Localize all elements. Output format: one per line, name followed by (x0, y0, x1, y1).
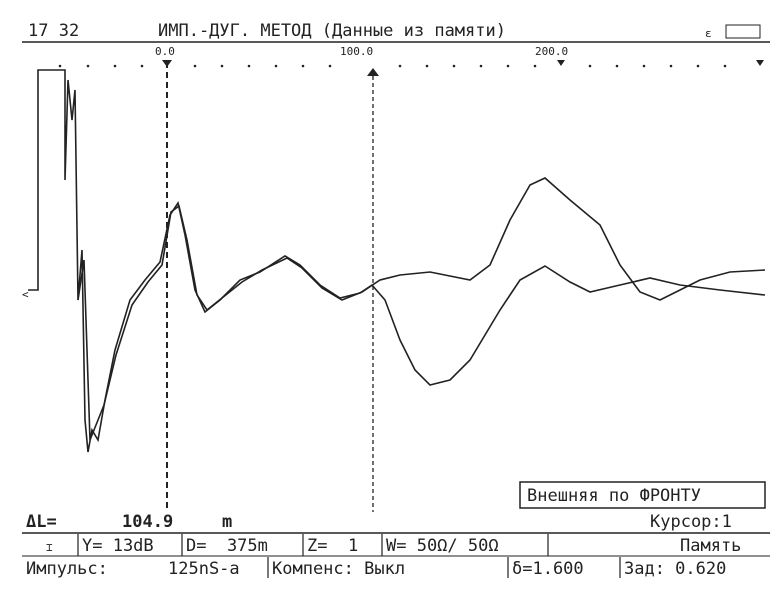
trace-icon: ⌶ (46, 541, 53, 554)
zoom: Z= 1 (307, 536, 358, 556)
velocity-factor: δ=1.600 (512, 559, 584, 579)
screen-title: ИМП.-ДУГ. МЕТОД (Данные из памяти) (158, 21, 506, 41)
compensation: Компенс: Выкл (272, 559, 405, 579)
delay: Зад: 0.620 (624, 559, 726, 579)
delta-value: 104.9 (122, 512, 173, 532)
impedance: W= 50Ω/ 50Ω (386, 536, 499, 556)
clock: 17 32 (28, 21, 79, 41)
pulse-label: Импульс: (26, 559, 108, 579)
delta-label: ΔL= (26, 512, 57, 532)
cursor-marker (367, 68, 379, 76)
pulse-value: 125nS-a (168, 559, 240, 579)
mode-label: Внешняя по ФРОНТУ (527, 486, 701, 506)
gain: Y= 13dB (82, 536, 154, 556)
delta-unit: m (222, 512, 232, 532)
scale-label: 100.0 (340, 45, 373, 58)
cursor-number: Курсор:1 (650, 512, 732, 532)
mode-box (519, 481, 766, 509)
level-mark: < (22, 288, 29, 301)
memory: Память (680, 536, 741, 556)
scale-label: 0.0 (155, 45, 175, 58)
trace-memory (77, 177, 766, 441)
scale-label: 200.0 (535, 45, 568, 58)
scale-dots (58, 60, 764, 68)
battery-mark: ε (705, 27, 712, 40)
battery-icon (725, 24, 761, 39)
distance: D= 375m (186, 536, 268, 556)
status-dividers (77, 534, 621, 578)
